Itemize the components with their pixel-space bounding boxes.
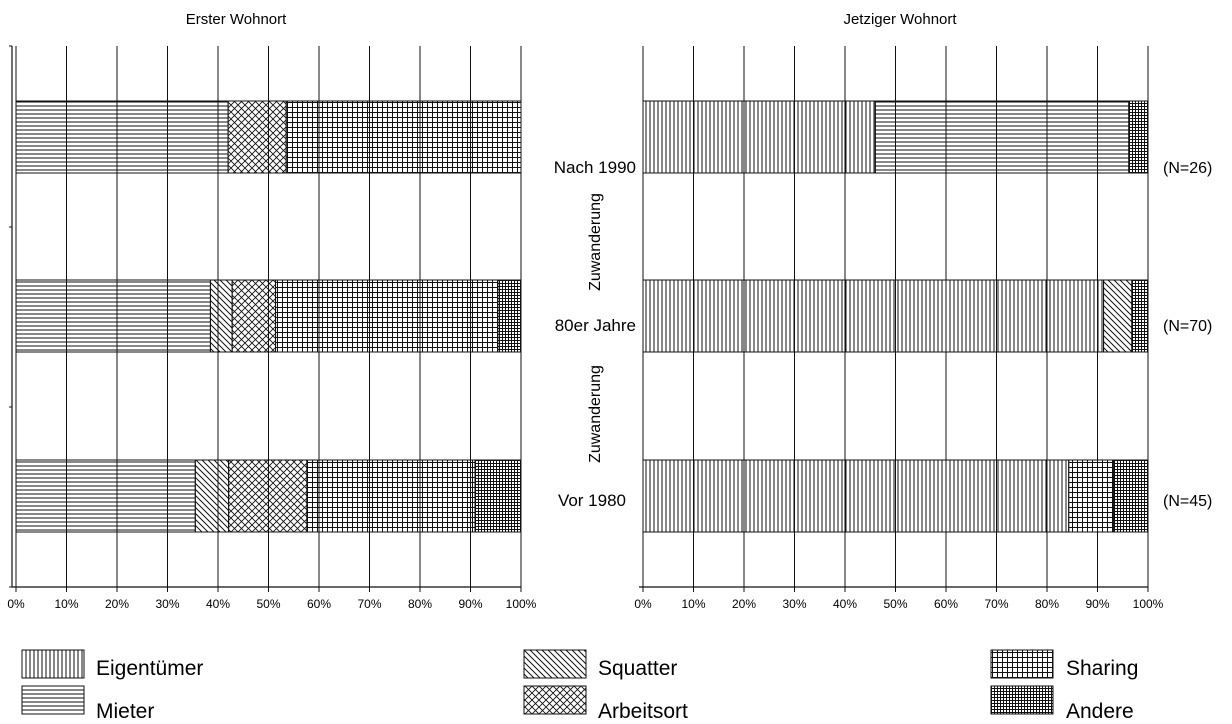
right-x-tick-label: 40%: [833, 597, 857, 611]
left-bar-nach-1990-arbeitsort: [227, 100, 287, 174]
right-x-tick-label: 100%: [1133, 597, 1164, 611]
right-x-tick-label: 0%: [634, 597, 652, 611]
left-bar-80er-jahre-andere: [497, 279, 522, 353]
legend-label-mieter: Mieter: [96, 700, 154, 723]
left-x-tick-label: 60%: [307, 597, 331, 611]
right-bar-nach-1990-eigentuemer: [642, 100, 876, 174]
left-bar-80er-jahre-arbeitsort: [231, 279, 277, 353]
zuwanderung-label-lower: Zuwanderung: [587, 365, 604, 463]
left-bar-vor-1980-mieter: [15, 459, 196, 533]
left-bar-vor-1980-sharing: [306, 459, 476, 533]
right-x-tick-label: 70%: [984, 597, 1008, 611]
n-label-vor-1980: (N=45): [1163, 493, 1212, 510]
left-x-tick-label: 90%: [458, 597, 482, 611]
right-panel-title: Jetziger Wohnort: [843, 11, 957, 28]
left-bar-80er-jahre-squatter: [209, 279, 233, 353]
legend-swatch-squatter: [523, 649, 587, 679]
right-bar-nach-1990-mieter: [874, 100, 1130, 174]
legend-label-squatter: Squatter: [598, 657, 677, 680]
left-x-tick-label: 70%: [357, 597, 381, 611]
legend-item-sharing: Sharing: [990, 649, 1138, 680]
zuwanderung-label-upper: Zuwanderung: [587, 193, 604, 291]
right-x-tick-label: 20%: [732, 597, 756, 611]
legend-item-andere: Andere: [990, 685, 1134, 723]
left-bar-nach-1990-sharing: [285, 100, 522, 174]
category-label-80er-jahre: 80er Jahre: [555, 316, 636, 335]
right-x-tick-label: 10%: [681, 597, 705, 611]
legend-item-eigentuemer: Eigentümer: [21, 649, 203, 680]
right-bar-vor-1980-andere: [1113, 459, 1149, 533]
left-x-tick-label: 100%: [506, 597, 537, 611]
left-bar-vor-1980-squatter: [194, 459, 230, 533]
legend-item-mieter: Mieter: [21, 685, 154, 723]
right-bar-80er-jahre-eigentuemer: [642, 279, 1105, 353]
left-x-tick-label: 0%: [7, 597, 25, 611]
left-bar-80er-jahre-sharing: [275, 279, 499, 353]
legend-swatch-andere: [990, 685, 1054, 715]
right-x-tick-label: 50%: [883, 597, 907, 611]
left-bar-vor-1980-andere: [474, 459, 522, 533]
legend-item-squatter: Squatter: [523, 649, 677, 680]
left-x-tick-label: 40%: [206, 597, 230, 611]
left-bar-nach-1990-mieter: [15, 100, 229, 174]
n-label-nach-1990: (N=26): [1163, 160, 1212, 177]
right-bar-nach-1990-andere: [1128, 100, 1149, 174]
left-x-tick-label: 10%: [54, 597, 78, 611]
right-x-tick-label: 30%: [782, 597, 806, 611]
right-bar-vor-1980-sharing: [1068, 459, 1115, 533]
legend-label-arbeitsort: Arbeitsort: [598, 700, 688, 723]
left-x-tick-label: 20%: [105, 597, 129, 611]
right-panel: 0% 10% 20% 30% 40% 50% 60% 70% 80% 90% 100%: [634, 46, 1164, 611]
category-label-nach-1990: Nach 1990: [554, 158, 636, 177]
left-x-tick-label: 50%: [256, 597, 280, 611]
legend-label-sharing: Sharing: [1066, 657, 1138, 680]
left-bar-80er-jahre-mieter: [15, 279, 211, 353]
legend-item-arbeitsort: Arbeitsort: [523, 685, 688, 723]
right-x-tick-label: 80%: [1035, 597, 1059, 611]
legend-label-andere: Andere: [1066, 700, 1134, 723]
right-bar-80er-jahre-andere: [1131, 279, 1149, 353]
right-x-tick-label: 60%: [934, 597, 958, 611]
legend-swatch-sharing: [990, 649, 1054, 679]
left-x-tick-label: 80%: [408, 597, 432, 611]
left-panel-title: Erster Wohnort: [186, 11, 287, 28]
category-label-vor-1980: Vor 1980: [558, 491, 626, 510]
legend: Eigentümer Mieter Squatter Arbeitsort Sh…: [21, 649, 1138, 723]
right-bar-vor-1980-eigentuemer: [642, 459, 1070, 533]
legend-swatch-eigentuemer: [21, 649, 85, 679]
right-bar-80er-jahre-squatter: [1103, 279, 1133, 353]
left-panel: 0% 10% 20% 30% 40% 50% 60% 70% 80% 90% 100%: [7, 45, 537, 611]
n-label-80er-jahre: (N=70): [1163, 318, 1212, 335]
right-x-tick-label: 90%: [1085, 597, 1109, 611]
legend-label-eigentuemer: Eigentümer: [96, 657, 203, 680]
left-bar-vor-1980-arbeitsort: [228, 459, 308, 533]
legend-swatch-mieter: [21, 685, 85, 715]
legend-swatch-arbeitsort: [523, 685, 587, 715]
left-x-tick-label: 30%: [155, 597, 179, 611]
